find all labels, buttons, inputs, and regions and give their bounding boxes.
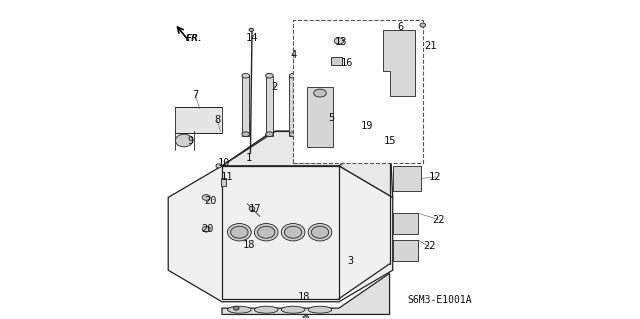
Ellipse shape <box>289 132 297 137</box>
Ellipse shape <box>216 164 221 168</box>
Ellipse shape <box>289 73 297 78</box>
Ellipse shape <box>313 132 321 137</box>
Bar <box>221 178 226 186</box>
Ellipse shape <box>308 224 332 241</box>
Polygon shape <box>393 213 418 234</box>
Text: 2: 2 <box>271 82 277 92</box>
Bar <box>313 76 321 136</box>
Bar <box>289 76 297 136</box>
Text: 19: 19 <box>361 121 374 131</box>
Ellipse shape <box>230 226 248 238</box>
Ellipse shape <box>234 306 239 310</box>
Ellipse shape <box>349 140 370 148</box>
Text: 7: 7 <box>192 90 198 100</box>
Bar <box>266 76 273 136</box>
Ellipse shape <box>303 315 308 319</box>
Bar <box>293 20 423 163</box>
Ellipse shape <box>334 38 344 44</box>
Polygon shape <box>393 240 418 261</box>
Text: 16: 16 <box>340 58 353 68</box>
Text: 22: 22 <box>423 241 435 251</box>
Ellipse shape <box>266 132 273 137</box>
Ellipse shape <box>227 306 252 313</box>
Ellipse shape <box>308 306 332 313</box>
Text: FR.: FR. <box>186 34 202 43</box>
Text: 11: 11 <box>220 172 233 182</box>
Ellipse shape <box>313 73 321 78</box>
Polygon shape <box>307 87 333 147</box>
Text: 17: 17 <box>249 204 261 213</box>
Ellipse shape <box>311 226 329 238</box>
Text: 21: 21 <box>424 41 437 51</box>
Ellipse shape <box>314 89 326 97</box>
Text: 5: 5 <box>328 113 334 123</box>
Text: 12: 12 <box>429 172 442 182</box>
Polygon shape <box>383 30 415 96</box>
Bar <box>242 76 250 136</box>
Ellipse shape <box>257 226 275 238</box>
Text: 6: 6 <box>397 22 404 32</box>
Text: S6M3-E1001A: S6M3-E1001A <box>407 295 472 305</box>
Polygon shape <box>222 273 390 315</box>
Text: 18: 18 <box>298 292 310 302</box>
Polygon shape <box>175 107 222 133</box>
Text: 15: 15 <box>383 136 396 145</box>
Ellipse shape <box>242 73 250 78</box>
Polygon shape <box>222 131 393 197</box>
Ellipse shape <box>249 206 255 211</box>
Ellipse shape <box>202 226 210 232</box>
Ellipse shape <box>254 306 278 313</box>
Ellipse shape <box>254 224 278 241</box>
Text: 3: 3 <box>347 256 353 266</box>
Ellipse shape <box>420 23 426 27</box>
Text: 22: 22 <box>433 215 445 225</box>
Ellipse shape <box>242 132 250 137</box>
Text: 8: 8 <box>214 115 220 125</box>
Text: 20: 20 <box>205 196 217 206</box>
Ellipse shape <box>249 28 253 32</box>
Ellipse shape <box>281 306 305 313</box>
Ellipse shape <box>266 73 273 78</box>
Bar <box>331 57 342 65</box>
Ellipse shape <box>175 134 193 147</box>
Ellipse shape <box>202 195 210 200</box>
Text: 10: 10 <box>218 158 230 168</box>
Ellipse shape <box>284 226 302 238</box>
Text: 1: 1 <box>246 153 252 163</box>
Text: 20: 20 <box>202 224 214 234</box>
Text: 14: 14 <box>246 33 259 43</box>
Ellipse shape <box>281 224 305 241</box>
Ellipse shape <box>227 224 252 241</box>
Text: 4: 4 <box>290 50 296 60</box>
Polygon shape <box>393 166 421 191</box>
Polygon shape <box>168 166 393 302</box>
Text: 9: 9 <box>188 136 193 145</box>
Text: 18: 18 <box>243 240 255 250</box>
Text: 13: 13 <box>334 38 347 48</box>
